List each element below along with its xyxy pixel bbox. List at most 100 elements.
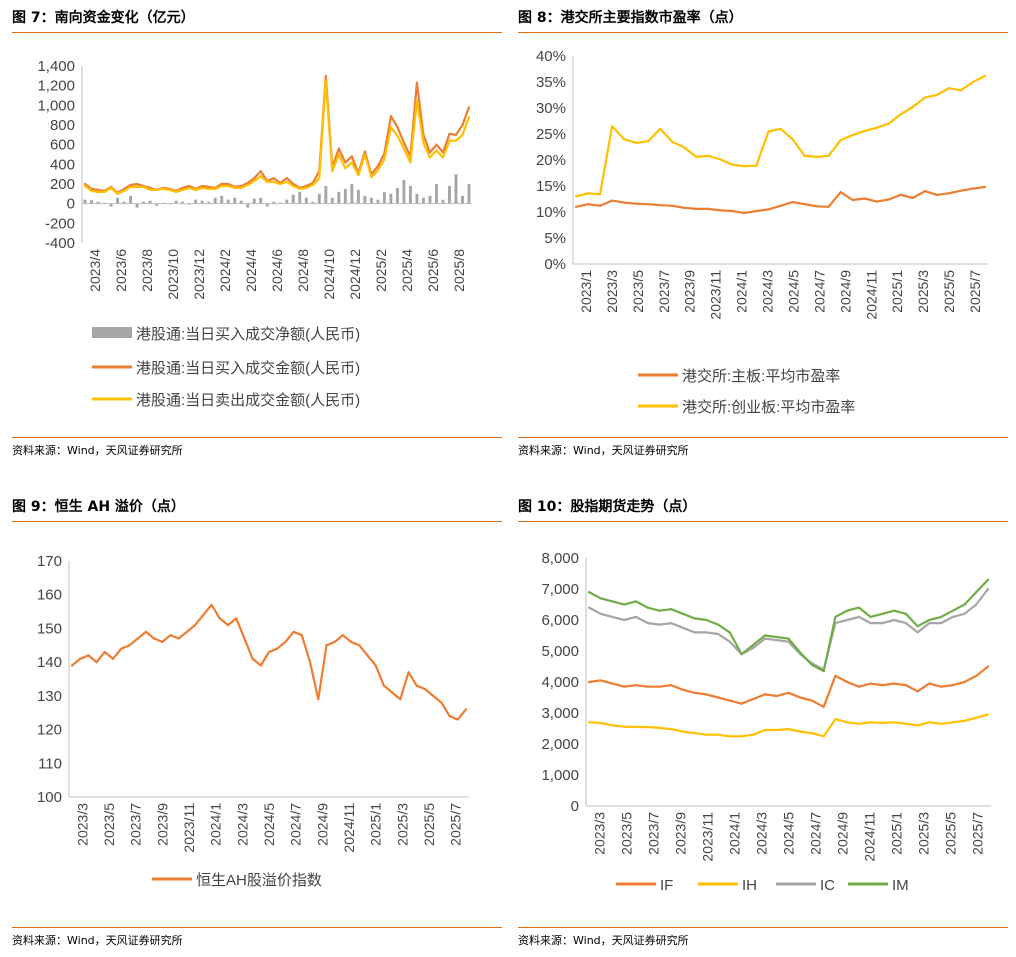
fig7-data-point: [253, 179, 256, 183]
fig10-xtick-label: 2024/1: [727, 812, 743, 855]
fig8-ytick-label: 40%: [536, 48, 566, 65]
fig10-data-point: [752, 697, 755, 701]
fig7-xtick-label: 2023/10: [165, 249, 181, 300]
fig8-data-point: [863, 197, 866, 200]
fig10-data-point: [740, 702, 743, 705]
fig8-series-line: [575, 74, 986, 198]
fig10-data-point: [693, 732, 696, 735]
fig7-data-point: [448, 139, 451, 142]
fig8-data-point: [659, 204, 662, 207]
fig8-data-point: [695, 207, 698, 210]
fig8-data-point: [755, 209, 758, 213]
fig7-bar: [461, 195, 464, 204]
fig10-data-point: [799, 651, 802, 654]
fig10-data-point: [963, 719, 966, 722]
fig7-data-point: [103, 190, 106, 193]
fig8-xtick-label: 2024/7: [811, 270, 827, 313]
fig7-data-point: [162, 187, 165, 191]
fig7-data-point: [454, 139, 458, 142]
fig9-data-point: [374, 664, 377, 667]
fig7-ytick-label: 1,400: [37, 58, 75, 75]
fig10-data-point: [975, 674, 978, 677]
fig7-xtick-label: 2024/6: [269, 249, 285, 292]
fig10-data-point: [775, 635, 778, 639]
fig7-data-point: [376, 165, 379, 168]
fig8-xtick-label: 2025/5: [941, 270, 957, 313]
fig10-data-point: [986, 578, 990, 581]
fig8-data-point: [659, 127, 662, 130]
fig10-data-point: [587, 721, 591, 724]
fig10-data-point: [658, 685, 661, 688]
fig9-xtick-label: 2024/5: [261, 803, 277, 846]
fig7-ytick-label: 1,200: [37, 78, 75, 95]
fig8-ytick-label: 35%: [536, 74, 566, 91]
fig10-data-point: [681, 612, 684, 615]
fig7-bar: [389, 193, 393, 204]
fig7-bar: [213, 197, 217, 204]
fig9-xtick-label: 2024/3: [234, 803, 250, 846]
fig9-data-point: [95, 661, 98, 664]
fig8-data-point: [983, 185, 987, 189]
fig10-ytick-label: 8,000: [541, 550, 579, 567]
fig7-data-point: [344, 167, 347, 170]
fig7-xtick-label: 2024/10: [321, 249, 337, 300]
fig8-data-point: [743, 165, 746, 168]
fig10-data-point: [881, 612, 884, 615]
fig10-data-point: [599, 597, 602, 600]
fig9-source: 资料来源：Wind，天风证券研究所: [12, 927, 502, 952]
fig10-xtick-label: 2024/11: [862, 812, 878, 862]
fig8-data-point: [767, 130, 770, 133]
fig7-bar: [454, 174, 458, 204]
fig8-data-point: [959, 89, 963, 92]
fig7-bar: [324, 185, 328, 204]
fig7-data-point: [402, 141, 406, 144]
fig8-data-point: [875, 126, 878, 129]
fig7-data-point: [298, 187, 301, 191]
fig10-xtick-label: 2023/5: [619, 812, 635, 855]
fig8-xtick-label: 2024/9: [837, 270, 853, 313]
fig10-data-point: [634, 684, 638, 687]
fig10-data-point: [928, 682, 931, 685]
fig10-ytick-label: 7,000: [541, 581, 579, 598]
fig9-xtick-label: 2024/1: [208, 803, 224, 846]
fig10-data-point: [881, 622, 884, 625]
fig10-xtick-label: 2023/3: [592, 812, 608, 855]
fig7-bar: [363, 195, 367, 204]
fig10-data-point: [787, 640, 790, 643]
fig8-data-point: [959, 189, 963, 192]
fig9-data-point: [407, 671, 410, 674]
fig10-data-point: [916, 631, 919, 634]
fig8-data-point: [923, 190, 926, 193]
fig9-ytick-label: 170: [37, 553, 62, 570]
fig8-data-point: [598, 204, 602, 207]
fig7-data-point: [350, 161, 353, 164]
fig10-data-point: [634, 600, 638, 603]
fig10-data-point: [857, 615, 861, 618]
fig7-data-point: [188, 186, 191, 190]
fig7-title: 图 7：南向资金变化（亿元）: [12, 4, 502, 33]
fig7-data-point: [188, 184, 191, 188]
fig7-bar: [83, 199, 87, 204]
fig7-bar: [376, 199, 380, 204]
fig8-data-point: [827, 154, 830, 157]
fig10-data-point: [951, 615, 954, 618]
fig10-data-point: [928, 618, 931, 622]
fig10-data-point: [587, 680, 591, 684]
fig10-data-point: [658, 623, 661, 626]
fig10-data-point: [799, 696, 802, 699]
fig7-bar: [148, 200, 152, 204]
fig9-data-point: [358, 644, 361, 647]
fig7-ytick-label: -200: [45, 215, 75, 232]
fig9-chart: 170 160 150 140 130 120 110 100 2023/3 2023/5 2023…: [37, 553, 469, 889]
fig7-bar: [441, 199, 445, 204]
fig7-data-point: [201, 184, 204, 188]
fig10-data-point: [634, 615, 638, 618]
fig8-data-point: [815, 205, 818, 208]
fig9-data-point: [251, 657, 254, 660]
fig7-data-point: [129, 183, 132, 187]
fig7-bar: [116, 197, 120, 204]
fig7-data-point: [350, 155, 353, 158]
fig9-series-line: [71, 603, 467, 721]
fig7-data-point: [441, 156, 445, 159]
fig10-data-point: [763, 728, 767, 732]
